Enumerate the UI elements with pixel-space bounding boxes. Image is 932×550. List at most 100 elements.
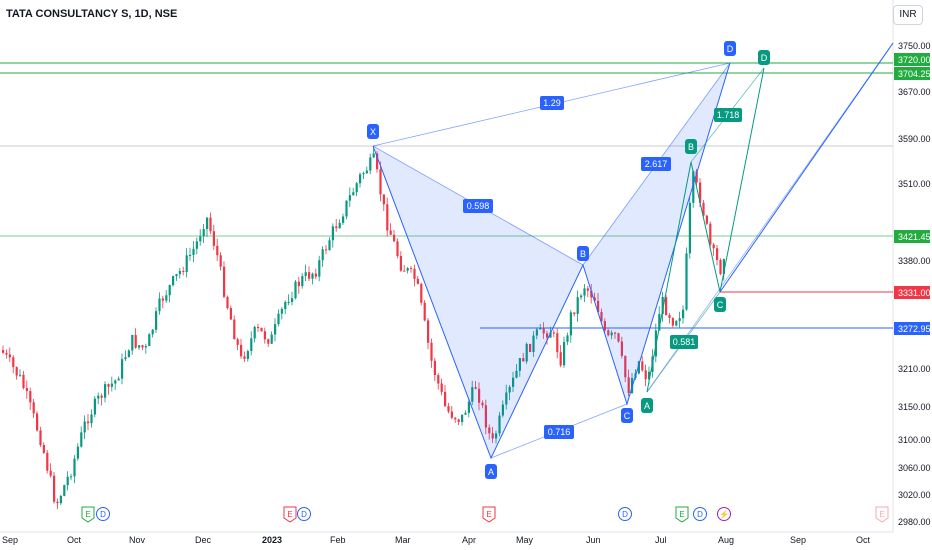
svg-text:C: C: [717, 300, 724, 310]
candle-body: [450, 411, 453, 418]
candle-body: [335, 226, 338, 229]
candle-body: [457, 419, 460, 422]
candle-body: [331, 226, 334, 241]
dividend-event-icon[interactable]: D: [96, 507, 110, 521]
event-markers[interactable]: E D E D E D E D ⚡ E: [81, 506, 889, 523]
candle-body: [134, 334, 137, 348]
candle-body: [467, 401, 470, 413]
price-tick: 3100.00: [898, 435, 931, 445]
time-label: Jul: [655, 535, 667, 545]
candle-body: [318, 260, 321, 277]
candle-body: [257, 326, 260, 328]
candle-body: [447, 406, 450, 412]
candle-body: [573, 312, 576, 314]
candle-body: [648, 371, 651, 380]
candle-body: [277, 313, 280, 325]
candle-body: [512, 377, 515, 387]
candle-body: [355, 183, 358, 193]
candle-body: [263, 331, 266, 340]
candle-body: [406, 268, 409, 271]
earnings-event-icon[interactable]: E: [81, 506, 95, 523]
candle-body: [556, 333, 559, 353]
candle-body: [202, 229, 205, 237]
candle-body: [240, 344, 243, 357]
time-label: Mar: [395, 535, 411, 545]
candle-body: [593, 297, 596, 301]
candle-body: [590, 290, 593, 298]
svg-text:3331.00: 3331.00: [898, 288, 931, 298]
candle-body: [29, 391, 32, 403]
point-label-b-green: B: [685, 139, 697, 154]
candle-body: [97, 395, 100, 399]
earnings-event-icon[interactable]: E: [675, 506, 689, 523]
svg-text:B: B: [688, 142, 694, 152]
candle-body: [66, 476, 69, 486]
candle-body: [552, 332, 555, 334]
candle-body: [410, 268, 413, 270]
candle-body: [403, 270, 406, 272]
split-event-icon[interactable]: ⚡: [717, 507, 731, 521]
candle-body: [505, 392, 508, 405]
dividend-event-icon[interactable]: D: [297, 507, 311, 521]
candle-body: [233, 319, 236, 340]
candle-body: [209, 217, 212, 232]
candle-body: [178, 270, 181, 275]
event-letter: D: [622, 510, 628, 519]
candle-body: [627, 377, 630, 393]
candle-body: [702, 202, 705, 216]
earnings-event-icon[interactable]: E: [875, 506, 889, 523]
candle-body: [76, 446, 79, 459]
xabcd-pattern-blue[interactable]: [372, 62, 731, 460]
candle-body: [5, 352, 8, 355]
candle-body: [121, 359, 124, 379]
candle-body: [682, 309, 685, 319]
svg-text:3720.00: 3720.00: [898, 55, 931, 65]
candle-body: [461, 414, 464, 422]
candle-body: [56, 501, 59, 504]
price-tick: 3590.00: [898, 134, 931, 144]
price-tag-3421: 3421.45: [894, 230, 931, 243]
candle-body: [481, 402, 484, 406]
candle-body: [107, 384, 110, 387]
ratio-label-1-29: 1.29: [540, 96, 564, 110]
earnings-event-icon[interactable]: E: [482, 506, 496, 523]
price-tick: 3020.00: [898, 490, 931, 500]
candle-body: [569, 312, 572, 336]
ratio-label-1-718: 1.718: [714, 108, 742, 122]
candle-body: [83, 421, 86, 433]
candle-body: [345, 200, 348, 217]
candle-body: [216, 245, 219, 256]
candle-body: [328, 240, 331, 251]
candle-body: [386, 204, 389, 231]
candle-body: [175, 274, 178, 277]
price-tag-3331: 3331.00: [894, 286, 931, 299]
candle-body: [8, 354, 11, 358]
svg-text:1.718: 1.718: [717, 110, 740, 120]
event-letter: E: [486, 510, 491, 519]
candle-body: [87, 421, 90, 424]
currency-button[interactable]: INR: [893, 5, 923, 25]
candle-body: [297, 281, 300, 287]
candle-body: [284, 302, 287, 310]
time-axis[interactable]: Sep Oct Nov Dec 2023 Feb Mar Apr May Jun…: [2, 535, 871, 545]
ratio-label-0-716: 0.716: [544, 425, 574, 439]
dividend-event-icon[interactable]: D: [693, 507, 707, 521]
svg-text:A: A: [644, 401, 650, 411]
price-tick: 3210.00: [898, 364, 931, 374]
candle-body: [287, 301, 290, 303]
earnings-event-icon[interactable]: E: [283, 506, 297, 523]
candle-body: [624, 355, 627, 378]
dividend-event-icon[interactable]: D: [618, 507, 632, 521]
candle-body: [110, 383, 113, 387]
candle-body: [705, 215, 708, 224]
candle-body: [539, 327, 542, 330]
event-letter: D: [301, 510, 307, 519]
candle-body: [576, 297, 579, 314]
svg-text:C: C: [624, 411, 631, 421]
price-axis[interactable]: 3750.00 3670.00 3590.00 3510.00 3380.00 …: [898, 41, 931, 527]
svg-text:3421.45: 3421.45: [898, 232, 931, 242]
candle-body: [270, 334, 273, 344]
candle-body: [362, 173, 365, 175]
candle-body: [70, 476, 73, 478]
